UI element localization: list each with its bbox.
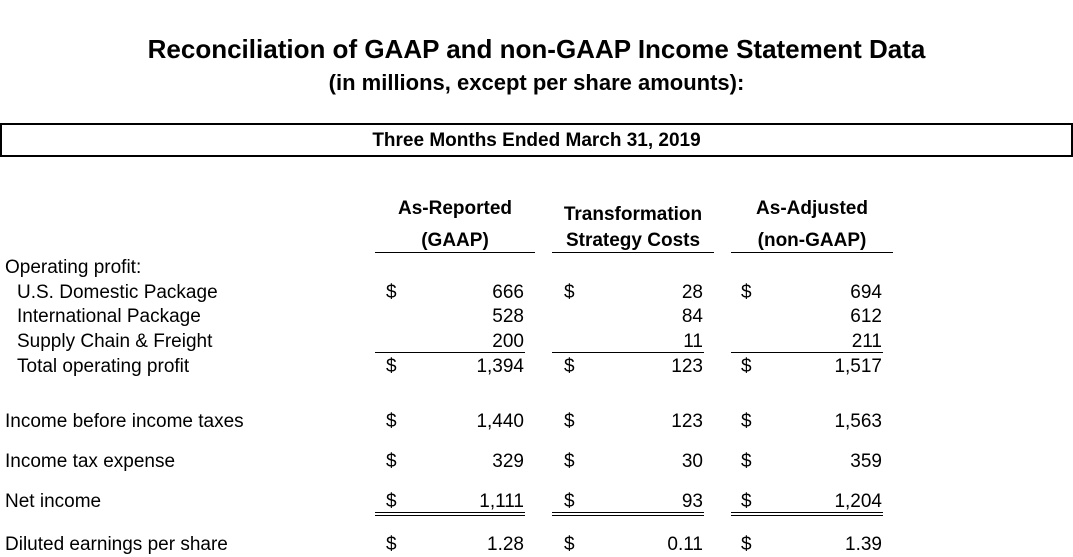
currency-symbol: $ bbox=[386, 451, 397, 472]
currency-symbol: $ bbox=[386, 411, 397, 432]
period-label: Three Months Ended March 31, 2019 bbox=[372, 130, 701, 151]
cell-gaap: 666 bbox=[492, 282, 524, 303]
report-subtitle: (in millions, except per share amounts): bbox=[328, 70, 745, 95]
row-label: Net income bbox=[5, 491, 102, 512]
row-label: Income before income taxes bbox=[5, 411, 244, 432]
cell-adjusted: 694 bbox=[850, 282, 882, 303]
currency-symbol: $ bbox=[564, 491, 575, 512]
row-label: Supply Chain & Freight bbox=[17, 331, 213, 352]
cell-gaap: 200 bbox=[492, 331, 524, 352]
col-header-gaap-line1: As-Reported bbox=[397, 198, 512, 219]
currency-symbol: $ bbox=[564, 534, 575, 555]
cell-gaap: 528 bbox=[492, 306, 524, 327]
cell-adjusted: 1,563 bbox=[834, 411, 882, 432]
col-header-adjusted-line2: (non-GAAP) bbox=[757, 230, 867, 251]
double-underline bbox=[552, 515, 704, 516]
section-label-operating-profit: Operating profit: bbox=[5, 257, 142, 278]
currency-symbol: $ bbox=[741, 534, 752, 555]
cell-gaap: 1.28 bbox=[487, 534, 524, 555]
currency-symbol: $ bbox=[741, 282, 752, 303]
double-underline bbox=[375, 512, 525, 513]
currency-symbol: $ bbox=[564, 451, 575, 472]
cell-adjusted: 359 bbox=[850, 451, 882, 472]
cell-transformation: 123 bbox=[671, 356, 703, 377]
cell-transformation: 11 bbox=[683, 331, 703, 352]
currency-symbol: $ bbox=[741, 451, 752, 472]
currency-symbol: $ bbox=[564, 282, 575, 303]
currency-symbol: $ bbox=[741, 491, 752, 512]
cell-adjusted: 211 bbox=[851, 331, 882, 352]
cell-transformation: 93 bbox=[681, 491, 703, 512]
currency-symbol: $ bbox=[564, 411, 575, 432]
double-underline bbox=[731, 512, 883, 513]
cell-adjusted: 1,517 bbox=[834, 356, 882, 377]
cell-gaap: 1,394 bbox=[476, 356, 524, 377]
row-label: U.S. Domestic Package bbox=[17, 282, 218, 303]
col-header-transformation-line1: Transformation bbox=[563, 204, 703, 225]
currency-symbol: $ bbox=[741, 411, 752, 432]
subtotal-line bbox=[731, 352, 883, 353]
currency-symbol: $ bbox=[386, 534, 397, 555]
period-header-box bbox=[0, 123, 1073, 157]
cell-transformation: 123 bbox=[671, 411, 703, 432]
report-title: Reconciliation of GAAP and non-GAAP Inco… bbox=[147, 34, 926, 64]
cell-gaap: 1,111 bbox=[479, 491, 524, 512]
col-header-underline bbox=[552, 252, 714, 253]
col-header-underline bbox=[731, 252, 893, 253]
cell-gaap: 1,440 bbox=[476, 411, 524, 432]
cell-adjusted: 612 bbox=[850, 306, 882, 327]
double-underline bbox=[552, 512, 704, 513]
currency-symbol: $ bbox=[741, 356, 752, 377]
row-label: International Package bbox=[17, 306, 201, 327]
cell-transformation: 30 bbox=[681, 451, 703, 472]
row-label: Total operating profit bbox=[17, 356, 190, 377]
currency-symbol: $ bbox=[386, 282, 397, 303]
col-header-underline bbox=[375, 252, 535, 253]
row-label: Income tax expense bbox=[5, 451, 176, 472]
col-header-gaap-line2: (GAAP) bbox=[421, 230, 489, 251]
cell-transformation: 84 bbox=[681, 306, 703, 327]
cell-adjusted: 1.39 bbox=[845, 534, 882, 555]
currency-symbol: $ bbox=[564, 356, 575, 377]
cell-gaap: 329 bbox=[492, 451, 524, 472]
double-underline bbox=[731, 515, 883, 516]
currency-symbol: $ bbox=[386, 491, 397, 512]
col-header-transformation-line2: Strategy Costs bbox=[565, 230, 701, 251]
col-header-adjusted-line1: As-Adjusted bbox=[756, 198, 868, 219]
cell-transformation: 0.11 bbox=[667, 534, 703, 555]
subtotal-line bbox=[375, 352, 525, 353]
cell-transformation: 28 bbox=[681, 282, 703, 303]
double-underline bbox=[375, 515, 525, 516]
currency-symbol: $ bbox=[386, 356, 397, 377]
cell-adjusted: 1,204 bbox=[834, 491, 882, 512]
subtotal-line bbox=[552, 352, 704, 353]
row-label: Diluted earnings per share bbox=[5, 534, 228, 555]
